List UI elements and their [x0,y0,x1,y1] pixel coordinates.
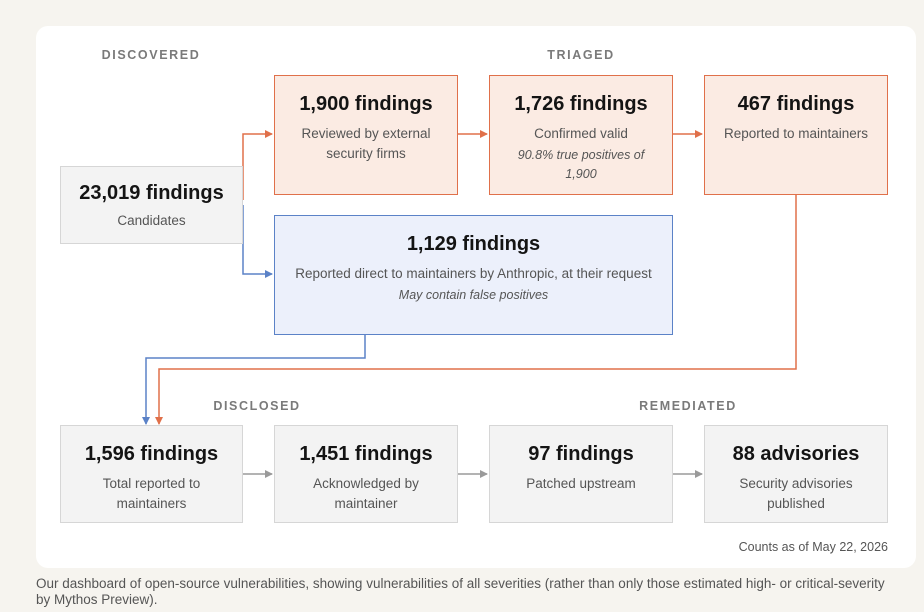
node-patched: 97 findings Patched upstream [489,425,673,523]
node-advisories-count: 88 advisories [732,443,860,465]
node-acknowledged-count: 1,451 findings [299,443,433,465]
figure-caption: Our dashboard of open-source vulnerabili… [36,576,885,607]
section-label-discovered: DISCOVERED [101,48,201,62]
arrow-direct-to-total [142,335,366,425]
node-advisories: 88 advisories Security advisories publis… [704,425,888,523]
node-confirmed-count: 1,726 findings [514,93,648,115]
node-confirmed-note: 90.8% true positives of 1,900 [517,148,645,181]
arrow-candidates-to-reviewed [242,130,273,200]
node-total-reported-count: 1,596 findings [84,443,219,465]
node-patched-count: 97 findings [528,443,634,465]
node-acknowledged: 1,451 findings Acknowledged by maintaine… [274,425,458,523]
node-candidates-desc: Candidates [117,213,186,228]
node-direct: 1,129 findings Reported direct to mainta… [274,215,673,335]
node-direct-desc: Reported direct to maintainers by Anthro… [295,266,652,281]
node-advisories-desc: Security advisories published [739,476,853,511]
node-reported: 467 findings Reported to maintainers [704,75,888,195]
arrow-candidates-to-direct [242,205,273,278]
section-label-remediated: REMEDIATED [639,399,737,413]
node-reported-desc: Reported to maintainers [723,126,869,141]
node-reviewed-count: 1,900 findings [299,93,433,115]
arrow-reported-to-total [155,195,797,425]
node-patched-desc: Patched upstream [526,476,636,491]
node-confirmed-desc: Confirmed valid [534,126,628,141]
counts-as-of: Counts as of May 22, 2026 [738,540,888,554]
node-reviewed: 1,900 findings Reviewed by external secu… [274,75,458,195]
section-label-disclosed: DISCLOSED [213,399,301,413]
node-candidates-count: 23,019 findings [79,182,224,204]
node-candidates: 23,019 findings Candidates [60,166,243,244]
node-reviewed-desc: Reviewed by external security firms [301,126,431,161]
node-confirmed: 1,726 findings Confirmed valid 90.8% tru… [489,75,673,195]
node-total-reported-desc: Total reported to maintainers [102,476,201,511]
node-total-reported: 1,596 findings Total reported to maintai… [60,425,243,523]
node-reported-count: 467 findings [737,93,855,115]
section-label-triaged: TRIAGED [547,48,615,62]
node-direct-count: 1,129 findings [406,233,541,255]
node-acknowledged-desc: Acknowledged by maintainer [313,476,419,511]
node-direct-note: May contain false positives [398,288,549,302]
